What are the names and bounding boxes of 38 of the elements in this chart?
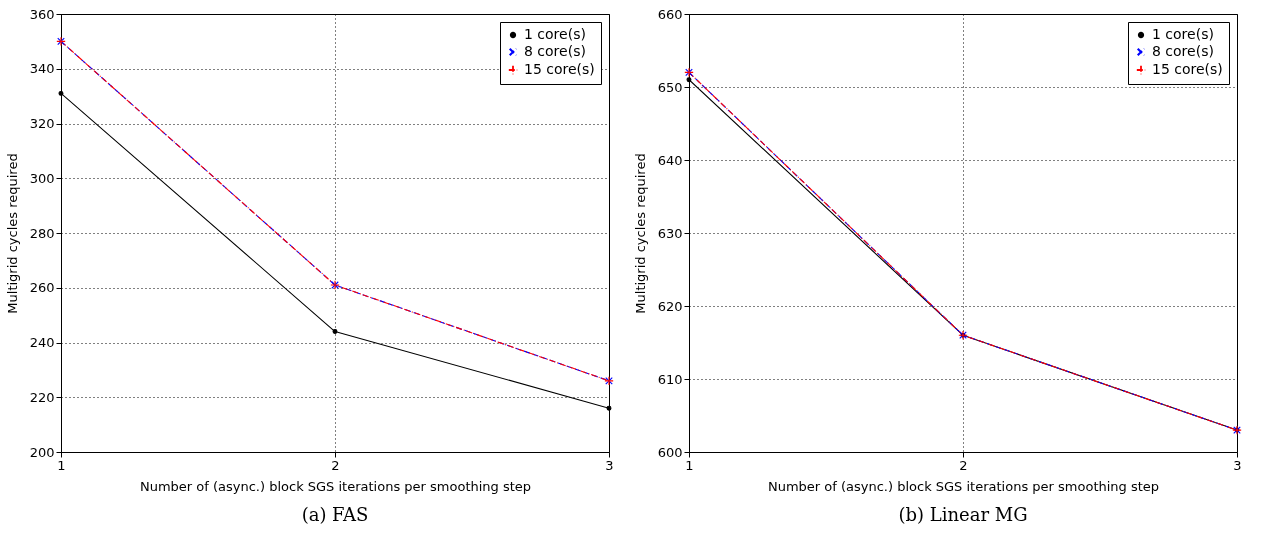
point — [606, 405, 612, 411]
y-tick-label: 630 — [657, 225, 683, 241]
point — [332, 329, 338, 335]
y-tick-label: 660 — [657, 6, 683, 22]
y-tick-label: 320 — [29, 116, 55, 131]
x-tick-label: 3 — [605, 457, 614, 473]
y-tick-label: 360 — [29, 6, 55, 22]
x-axis-title: Number of (async.) block SGS iterations per smoothing step — [767, 478, 1160, 494]
x-tick-label: 3 — [1233, 457, 1242, 473]
y-tick-label: 260 — [29, 280, 55, 296]
y-axis-title: Multigrid cycles required — [4, 153, 20, 314]
y-tick-label: 300 — [29, 170, 55, 186]
legend-label: 15 core(s) — [1152, 61, 1223, 77]
point — [686, 77, 692, 83]
y-tick-label: 650 — [657, 79, 683, 95]
x-tick-label: 2 — [959, 457, 968, 473]
y-tick-label: 600 — [657, 444, 683, 460]
text: (a) FAS — [301, 504, 369, 525]
y-tick-label: 280 — [29, 225, 55, 241]
legend-label: 15 core(s) — [524, 61, 595, 77]
y-axis-title: Multigrid cycles required — [632, 153, 648, 314]
x-axis-title: Number of (async.) block SGS iterations per smoothing step — [139, 478, 532, 494]
text: (b) Linear MG — [898, 504, 1028, 525]
x-tick-label: 1 — [57, 457, 66, 473]
legend-label: 8 core(s) — [1152, 43, 1214, 59]
x-tick-label: 1 — [685, 457, 694, 473]
legend-label: 1 core(s) — [524, 26, 586, 42]
y-tick-label: 220 — [29, 389, 55, 405]
y-tick-label: 340 — [29, 61, 55, 77]
y-tick-label: 610 — [657, 371, 683, 387]
legend-label: 1 core(s) — [1152, 26, 1214, 42]
y-tick-label: 620 — [657, 298, 683, 314]
y-tick-label: 200 — [29, 444, 55, 460]
x-tick-label: 2 — [331, 457, 340, 473]
point — [58, 90, 64, 96]
legend-label: 8 core(s) — [524, 43, 586, 59]
y-tick-label: 240 — [29, 335, 55, 350]
y-tick-label: 640 — [657, 152, 683, 168]
